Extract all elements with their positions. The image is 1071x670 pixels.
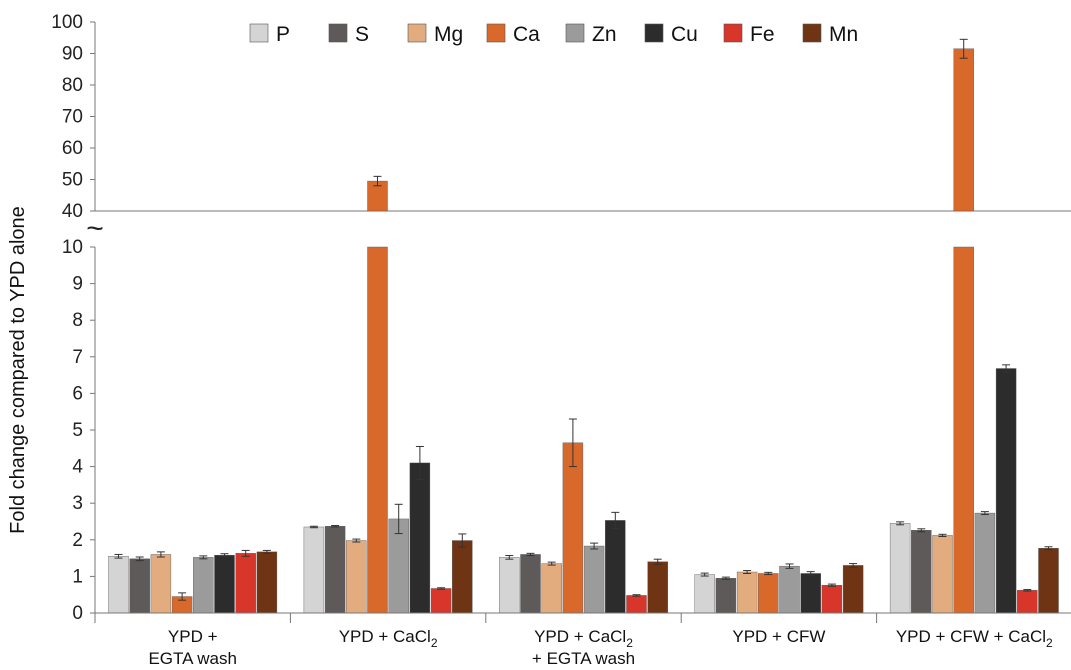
bar [256,551,278,614]
lower-tick-label: 5 [72,420,83,441]
bar [779,565,800,614]
lower-tick-label: 10 [62,237,83,258]
legend-swatch [644,23,664,43]
category-label: YPD + [168,627,218,646]
bar [150,554,172,614]
lower-tick-label: 4 [72,457,83,478]
legend-label: Ca [513,23,540,46]
bar [605,520,626,614]
lower-y-axis: 0 1 2 3 4 5 6 7 8 9 10 [62,237,96,624]
category-label-text: YPD + CFW + CaCl [896,627,1046,646]
upper-tick-label: 70 [62,107,83,128]
upper-tick-label: 100 [51,12,83,33]
legend-swatch [723,23,743,43]
bar [647,561,668,614]
legend-swatch [802,23,822,43]
upper-tick-label: 60 [62,138,83,159]
bar [911,530,932,614]
category-label-text: YPD + CaCl [534,627,626,646]
legend-swatch [328,23,348,43]
upper-tick-label: 80 [62,75,83,96]
category-label-text: YPD + CFW [732,627,825,646]
bar [626,595,647,614]
category-label-subscript: 2 [1046,636,1053,650]
bar-upper-segment [953,48,974,212]
bar [214,554,235,614]
legend-swatch [407,23,427,43]
bar [409,462,431,614]
lower-tick-label: 0 [72,603,83,624]
legend-label: Mn [829,23,858,46]
category-label-line2: EGTA wash [148,649,237,668]
bar [562,442,584,614]
bars [108,38,1059,614]
bar [193,557,214,614]
bar [303,526,325,614]
lower-tick-label: 1 [72,566,83,587]
category-label-subscript: 2 [626,636,633,650]
bar [499,557,520,614]
lower-tick-label: 3 [72,493,83,514]
legend-swatch [249,23,269,43]
bar [842,565,864,614]
bar [758,573,779,614]
bar [324,526,346,614]
bar [430,588,452,614]
lower-tick-label: 8 [72,310,83,331]
legend-label: S [355,23,369,46]
bar [367,246,388,614]
bar [1017,590,1038,614]
bar [108,556,129,614]
bar [1038,548,1059,614]
legend-label: P [276,23,290,46]
legend-label: Zn [592,23,617,46]
bar [235,553,256,614]
bar [452,540,473,614]
upper-y-axis: 40 50 60 70 80 90 100 [51,12,1071,222]
category-label: YPD + CFW + CaCl2 [896,627,1053,650]
legend-label: Cu [671,23,698,46]
bar [346,540,367,614]
legend: P S Mg Ca Zn Cu Fe Mn [249,23,858,46]
bar [889,523,911,614]
category-label: YPD + CaCl2 [339,627,438,650]
bar [736,571,758,614]
category-label-text: YPD + [168,627,218,646]
lower-tick-label: 9 [72,274,83,295]
bar [583,545,605,614]
bar [953,246,974,614]
bar [520,554,541,614]
category-label-text: YPD + CaCl [339,627,431,646]
lower-tick-label: 7 [72,347,83,368]
upper-tick-label: 50 [62,170,83,191]
bar [715,578,737,614]
category-label-line2: + EGTA wash [532,649,635,668]
bar [541,563,562,614]
category-label: YPD + CFW [732,627,825,646]
upper-tick-label: 90 [62,44,83,65]
y-axis-label: Fold change compared to YPD alone [7,206,29,534]
lower-tick-label: 2 [72,530,83,551]
bar [974,512,996,614]
legend-swatch [565,23,585,43]
legend-label: Fe [750,23,775,46]
bar [694,574,715,614]
bar [129,558,150,614]
category-label-subscript: 2 [431,636,438,650]
upper-tick-label: 40 [62,201,83,222]
lower-tick-label: 6 [72,383,83,404]
legend-swatch [486,23,506,43]
bar [932,535,953,614]
axis-break-symbol: ~ [86,212,104,245]
category-label: YPD + CaCl2 [534,627,633,650]
legend-label: Mg [434,23,463,46]
bar [995,368,1017,614]
bar [800,573,821,614]
bar [821,584,843,614]
